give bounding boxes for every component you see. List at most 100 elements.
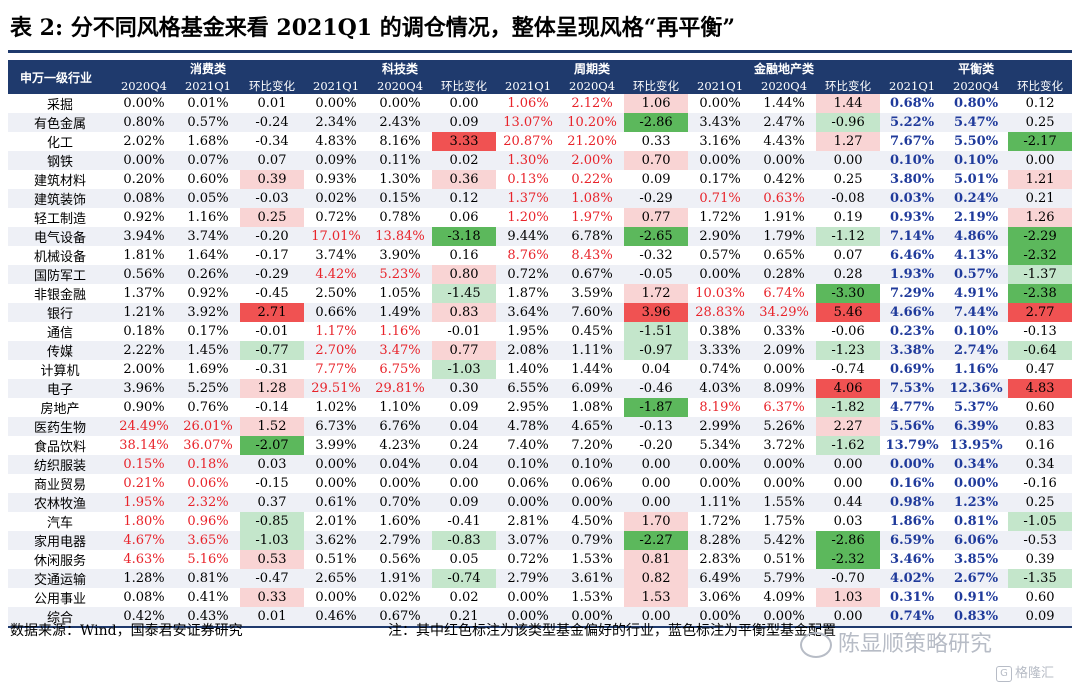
table-row: 传媒 2.22% 1.45% -0.77 2.70% 3.47% 0.77 2.08% 1.11… [8, 341, 1073, 360]
table-cell: 0.51% [752, 550, 817, 569]
table-cell: 3.38% [880, 341, 945, 360]
table-cell: 0.01 [240, 94, 305, 113]
table-cell: -1.05 [1008, 512, 1073, 531]
table-cell: -2.32 [1008, 246, 1073, 265]
table-cell: 5.22% [880, 113, 945, 132]
table-cell: 1.06% [496, 94, 561, 113]
table-cell: 0.28 [816, 265, 881, 284]
table-cell: 0.00% [944, 474, 1009, 493]
watermark-brand: 格隆汇 [1015, 666, 1055, 681]
table-cell: 0.60 [1008, 588, 1073, 607]
table-cell: 2.79% [368, 531, 433, 550]
table-cell: 2.77 [1008, 303, 1073, 322]
table-row: 医药生物 24.49% 26.01% 1.52 6.73% 6.76% 0.04 4.78% 4… [8, 417, 1073, 436]
table-cell: 3.94% [112, 227, 176, 246]
table-cell: 10.20% [560, 113, 625, 132]
table-cell: 1.87% [496, 284, 561, 303]
group-header-consumer: 消费类 [112, 60, 305, 77]
table-cell: 0.15% [368, 189, 433, 208]
group-header-balanced: 平衡类 [880, 60, 1073, 77]
table-cell: 0.18% [176, 455, 240, 474]
table-cell: 0.93% [880, 208, 945, 227]
table-cell: 7.67% [880, 132, 945, 151]
table-cell: 1.45% [176, 341, 240, 360]
table-cell: 3.33% [688, 341, 753, 360]
table-cell: 0.01% [176, 94, 240, 113]
table-cell: 0.70% [368, 493, 433, 512]
table-cell: 6.46% [880, 246, 945, 265]
table-cell: -1.62 [816, 436, 881, 455]
table-cell: 0.00 [816, 455, 881, 474]
table-cell: 10.03% [688, 284, 753, 303]
table-cell: 0.15% [112, 455, 176, 474]
table-cell: 7.14% [880, 227, 945, 246]
table-cell: 3.96 [624, 303, 689, 322]
table-cell: -1.51 [624, 322, 689, 341]
sub-header-cell: 环比变化 [240, 77, 305, 94]
table-cell: 0.00% [496, 607, 561, 628]
table-cell: 26.01% [176, 417, 240, 436]
table-cell: 0.00 [624, 474, 689, 493]
table-cell: -0.34 [240, 132, 305, 151]
table-cell: 0.76% [176, 398, 240, 417]
table-cell: 1.16% [176, 208, 240, 227]
table-cell: 0.04 [624, 360, 689, 379]
table-cell: -0.53 [1008, 531, 1073, 550]
industry-name: 化工 [8, 132, 112, 151]
sub-header-cell: 2020Q4 [560, 77, 625, 94]
source-note: 数据来源：Wind，国泰君安证券研究 [10, 623, 243, 639]
table-row: 交通运输 1.28% 0.81% -0.47 2.65% 1.91% -0.74 2.79% 3… [8, 569, 1073, 588]
industry-name: 公用事业 [8, 588, 112, 607]
table-cell: -2.86 [624, 113, 689, 132]
table-cell: 1.37% [112, 284, 176, 303]
table-cell: 6.06% [944, 531, 1009, 550]
table-cell: 2.09% [752, 341, 817, 360]
table-cell: 3.33 [432, 132, 497, 151]
table-cell: -2.27 [624, 531, 689, 550]
table-cell: 0.02% [368, 588, 433, 607]
table-cell: 3.65% [176, 531, 240, 550]
table-cell: 0.00 [816, 607, 881, 628]
table-cell: 0.10% [560, 455, 625, 474]
table-cell: 0.80% [112, 113, 176, 132]
table-cell: 1.91% [368, 569, 433, 588]
table-cell: 36.07% [176, 436, 240, 455]
table-cell: 1.70 [624, 512, 689, 531]
industry-name: 家用电器 [8, 531, 112, 550]
table-cell: 1.72% [688, 208, 753, 227]
table-row: 汽车 1.80% 0.96% -0.85 2.01% 1.60% -0.41 2.81% 4.5… [8, 512, 1073, 531]
table-cell: 1.55% [752, 493, 817, 512]
table-cell: 2.22% [112, 341, 176, 360]
table-row: 建筑装饰 0.08% 0.05% -0.03 0.02% 0.15% 0.12 1.37% 1.… [8, 189, 1073, 208]
table-cell: 0.43% [176, 607, 240, 628]
table-cell: 0.06% [176, 474, 240, 493]
table-cell: -1.03 [240, 531, 305, 550]
table-cell: -2.32 [816, 550, 881, 569]
table-cell: 1.02% [304, 398, 369, 417]
table-cell: 0.16 [432, 246, 497, 265]
table-cell: 2.65% [304, 569, 369, 588]
table-cell: 0.33% [752, 322, 817, 341]
sub-header-cell: 2020Q4 [752, 77, 817, 94]
table-cell: -0.17 [240, 246, 305, 265]
table-cell: 0.00% [304, 588, 369, 607]
table-cell: -0.96 [816, 113, 881, 132]
table-cell: 0.38% [688, 322, 753, 341]
table-cell: 0.09 [432, 113, 497, 132]
table-cell: 0.08% [112, 588, 176, 607]
table-cell: -0.70 [816, 569, 881, 588]
table-cell: -0.20 [624, 436, 689, 455]
table-cell: 1.68% [176, 132, 240, 151]
table-cell: 0.20% [112, 170, 176, 189]
industry-name: 建筑材料 [8, 170, 112, 189]
footer: 数据来源：Wind，国泰君安证券研究 注：其中红色标注为该类型基金偏好的行业，蓝… [10, 618, 1072, 644]
table-cell: 5.56% [880, 417, 945, 436]
table-cell: 0.00% [880, 455, 945, 474]
table-cell: 2.27 [816, 417, 881, 436]
table-cell: 0.72% [496, 550, 561, 569]
table-cell: 0.00% [496, 493, 561, 512]
table-cell: 0.25 [1008, 493, 1073, 512]
table-cell: 0.23% [880, 322, 945, 341]
table-row: 银行 1.21% 3.92% 2.71 0.66% 1.49% 0.83 3.64% 7.60%… [8, 303, 1073, 322]
table-cell: 0.00% [112, 94, 176, 113]
